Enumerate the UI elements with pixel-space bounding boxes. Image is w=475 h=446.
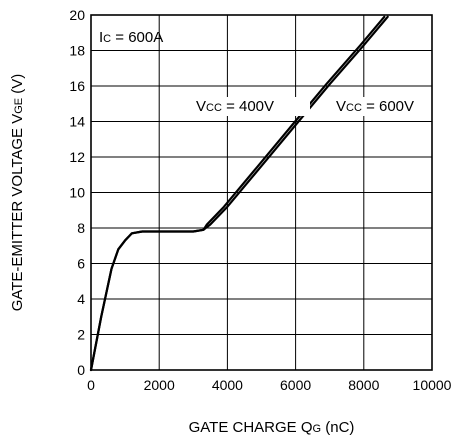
grid-lines: [90, 14, 433, 371]
data-series: [89, 15, 389, 372]
x-tick-label: 4000: [212, 377, 243, 393]
x-tick-label: 0: [87, 377, 95, 393]
y-tick-label: 18: [69, 43, 85, 59]
y-tick-label: 16: [69, 78, 85, 94]
y-tick-label: 8: [77, 220, 85, 236]
y-tick-label: 12: [69, 149, 85, 165]
annotation-vcc600: VCC = 600V: [336, 98, 414, 115]
plot-frame: [90, 14, 433, 371]
y-tick-labels: 0 2 4 6 8 10 12 14 16 18 20: [69, 7, 85, 378]
y-axis-label: GATE-EMITTER VOLTAGE VGE (V): [9, 74, 26, 312]
x-tick-labels: 0 2000 4000 6000 8000 10000: [87, 377, 452, 393]
y-tick-label: 4: [77, 291, 85, 307]
x-axis-label: GATE CHARGE QG (nC): [189, 419, 355, 436]
y-tick-label: 14: [69, 114, 85, 130]
series-line-0: [89, 15, 389, 372]
x-tick-label: 10000: [413, 377, 452, 393]
x-tick-label: 6000: [280, 377, 311, 393]
y-tick-label: 0: [77, 362, 85, 378]
x-tick-label: 2000: [144, 377, 175, 393]
y-tick-label: 2: [77, 327, 85, 343]
y-tick-label: 20: [69, 7, 85, 23]
y-tick-label: 10: [69, 185, 85, 201]
y-tick-label: 6: [77, 256, 85, 272]
annotation-vcc400: VCC = 400V: [196, 98, 274, 115]
annotation-vcc600-background: [334, 97, 431, 116]
x-tick-label: 8000: [348, 377, 379, 393]
series-line-1: [89, 15, 386, 372]
annotation-ic: IC = 600A: [99, 29, 163, 46]
annotation-vcc400-background: [194, 97, 310, 116]
